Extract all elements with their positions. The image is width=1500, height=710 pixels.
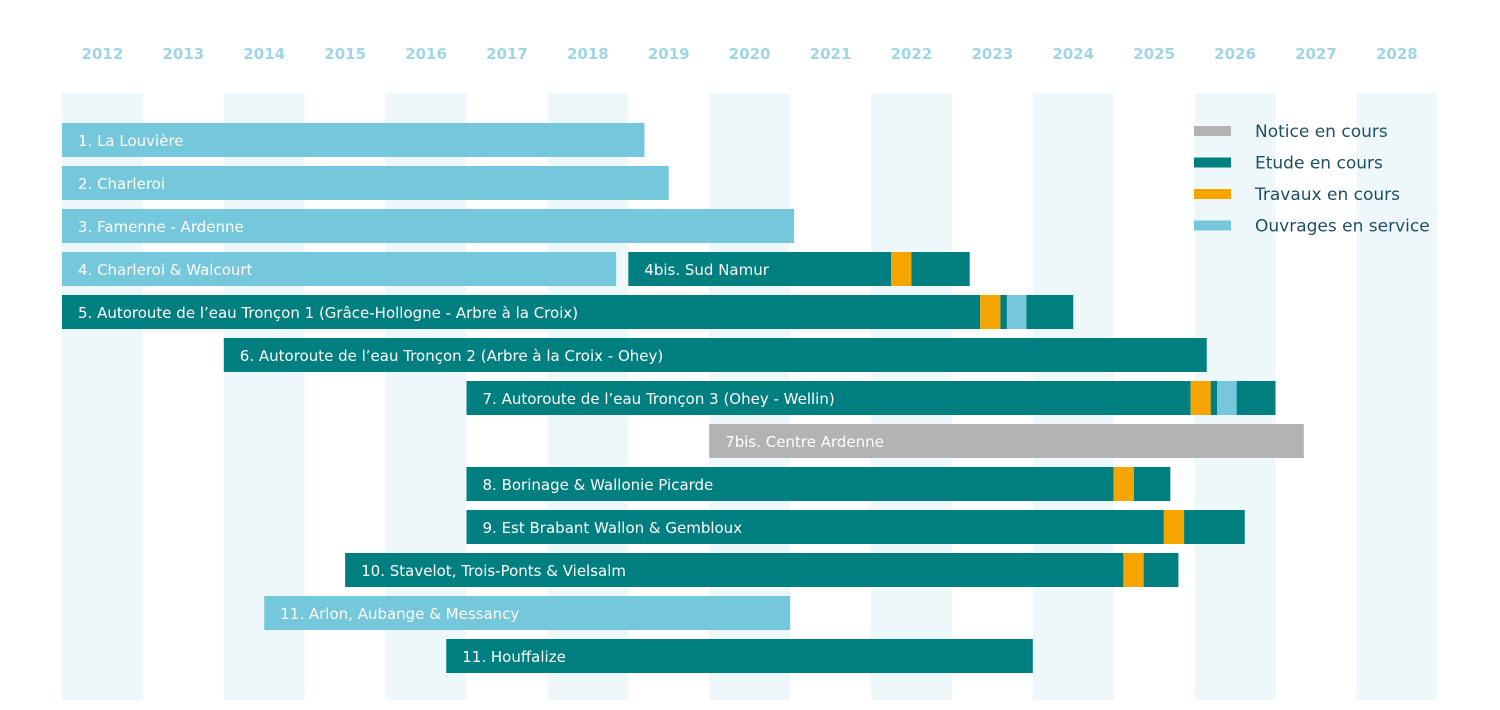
gantt-row: 11. Arlon, Aubange & Messancy — [264, 596, 791, 630]
gantt-bar-segment-etude — [466, 467, 1114, 501]
gantt-bar-segment-travaux — [1123, 553, 1144, 587]
gantt-row: 7bis. Centre Ardenne — [709, 424, 1304, 458]
year-tick-label: 2017 — [486, 45, 528, 63]
gantt-bar-label: 5. Autoroute de l’eau Tronçon 1 (Grâce-H… — [78, 304, 578, 322]
gantt-bars: 1. La Louvière 2. Charleroi 3. Famenne - A… — [62, 123, 1304, 673]
gantt-bar-segment-etude — [1184, 510, 1245, 544]
gantt-bar-label: 11. Arlon, Aubange & Messancy — [280, 605, 519, 623]
gantt-bar-segment-etude — [466, 381, 1191, 415]
gantt-row: 7. Autoroute de l’eau Tronçon 3 (Ohey - … — [466, 381, 1276, 415]
legend-swatch-notice — [1194, 126, 1231, 136]
legend-swatch-travaux — [1194, 189, 1231, 199]
gantt-row: 4. Charleroi & Walcourt — [62, 252, 617, 286]
gantt-bar-segment-service — [62, 166, 669, 200]
legend-label-service: Ouvrages en service — [1255, 217, 1430, 237]
gantt-bar-segment-service — [1006, 295, 1027, 329]
legend-swatch-service — [1194, 220, 1231, 231]
gantt-bar-segment-etude — [628, 252, 892, 286]
gantt-bar-label: 7bis. Centre Ardenne — [725, 433, 884, 451]
gantt-bar-segment-etude — [1133, 467, 1171, 501]
year-tick-label: 2023 — [971, 45, 1013, 63]
gantt-bar-label: 7. Autoroute de l’eau Tronçon 3 (Ohey - … — [483, 390, 835, 408]
year-tick-label: 2024 — [1052, 45, 1094, 63]
gantt-row: 6. Autoroute de l’eau Tronçon 2 (Arbre à… — [223, 338, 1207, 372]
gantt-bar-segment-etude — [1000, 295, 1007, 329]
gantt-bar-label: 3. Famenne - Ardenne — [78, 218, 244, 236]
year-stripe — [1356, 93, 1438, 700]
gantt-bar-segment-notice — [709, 424, 1304, 458]
gantt-bar-segment-service — [62, 209, 795, 243]
gantt-row: 3. Famenne - Ardenne — [62, 209, 795, 243]
gantt-row: 4bis. Sud Namur — [628, 252, 970, 286]
gantt-bar-segment-etude — [1026, 295, 1074, 329]
year-tick-label: 2019 — [648, 45, 690, 63]
legend-label-etude: Etude en cours — [1255, 154, 1383, 174]
gantt-bar-label: 6. Autoroute de l’eau Tronçon 2 (Arbre à… — [240, 347, 663, 365]
gantt-bar-segment-etude — [466, 510, 1164, 544]
gantt-bar-label: 11. Houffalize — [462, 648, 566, 666]
gantt-bar-label: 1. La Louvière — [78, 132, 184, 150]
year-tick-label: 2022 — [891, 45, 933, 63]
gantt-bar-segment-travaux — [1190, 381, 1211, 415]
gantt-bar-label: 2. Charleroi — [78, 175, 165, 193]
legend-swatch-etude — [1194, 157, 1231, 168]
year-tick-label: 2021 — [810, 45, 852, 63]
year-tick-label: 2026 — [1214, 45, 1256, 63]
gantt-bar-label: 10. Stavelot, Trois-Ponts & Vielsalm — [361, 562, 626, 580]
gantt-row: 11. Houffalize — [446, 639, 1033, 673]
gantt-row: 8. Borinage & Wallonie Picarde — [466, 467, 1171, 501]
year-tick-label: 2020 — [729, 45, 771, 63]
legend-label-travaux: Travaux en cours — [1254, 185, 1400, 205]
gantt-bar-segment-travaux — [891, 252, 912, 286]
year-tick-label: 2025 — [1133, 45, 1175, 63]
gantt-bar-segment-etude — [911, 252, 970, 286]
gantt-bar-label: 9. Est Brabant Wallon & Gembloux — [483, 519, 743, 537]
legend: Notice en cours Etude en cours Travaux en … — [1194, 122, 1430, 237]
gantt-bar-segment-etude — [1236, 381, 1276, 415]
gantt-bar-segment-etude — [345, 553, 1124, 587]
gantt-row: 10. Stavelot, Trois-Ponts & Vielsalm — [345, 553, 1179, 587]
year-tick-label: 2013 — [162, 45, 204, 63]
year-tick-label: 2014 — [243, 45, 285, 63]
gantt-row: 2. Charleroi — [62, 166, 669, 200]
legend-label-notice: Notice en cours — [1255, 122, 1388, 142]
gantt-bar-label: 4bis. Sud Namur — [644, 261, 769, 279]
gantt-bar-segment-service — [1217, 381, 1237, 415]
gantt-bar-segment-service — [62, 123, 645, 157]
gantt-row: 9. Est Brabant Wallon & Gembloux — [466, 510, 1245, 544]
gantt-bar-segment-travaux — [980, 295, 1001, 329]
gantt-bar-segment-etude — [1143, 553, 1179, 587]
gantt-bar-segment-etude — [446, 639, 1033, 673]
gantt-bar-segment-travaux — [1163, 510, 1185, 544]
year-tick-label: 2015 — [324, 45, 366, 63]
year-tick-label: 2012 — [82, 45, 124, 63]
year-tick-label: 2016 — [405, 45, 447, 63]
gantt-bar-segment-service — [264, 596, 791, 630]
gantt-bar-label: 8. Borinage & Wallonie Picarde — [483, 476, 714, 494]
gantt-bar-segment-service — [62, 252, 617, 286]
gantt-bar-label: 4. Charleroi & Walcourt — [78, 261, 253, 279]
gantt-bar-segment-travaux — [1113, 467, 1134, 501]
gantt-bar-segment-etude — [62, 295, 981, 329]
gantt-row: 1. La Louvière — [62, 123, 645, 157]
gantt-row: 5. Autoroute de l’eau Tronçon 1 (Grâce-H… — [62, 295, 1074, 329]
year-tick-label: 2028 — [1376, 45, 1418, 63]
year-tick-label: 2018 — [567, 45, 609, 63]
gantt-bar-segment-etude — [1210, 381, 1218, 415]
year-axis: 2012 2013 2014 2015 2016 2017 2018 2019 2020 2021… — [82, 45, 1418, 63]
year-tick-label: 2027 — [1295, 45, 1337, 63]
gantt-bar-segment-etude — [223, 338, 1207, 372]
